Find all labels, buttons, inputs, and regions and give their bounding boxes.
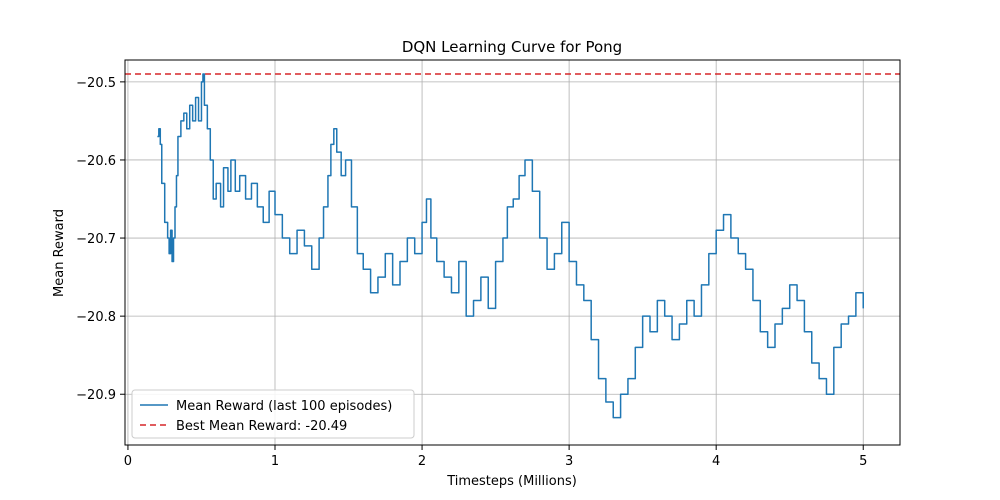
- x-tick-label: 0: [124, 454, 132, 469]
- tick-layer: 0 1 2 3 4 5 −20.5 −20.6 −20.7 −20.8 −20.9: [76, 76, 867, 469]
- mean-reward-series-line: [157, 73, 864, 419]
- y-axis-title: Mean Reward: [52, 209, 67, 297]
- y-tick-label: −20.7: [76, 232, 116, 247]
- y-tick-label: −20.9: [76, 388, 116, 403]
- legend-box: [131, 389, 415, 439]
- x-axis-title: Timesteps (Millions): [446, 474, 577, 489]
- plot-frame: [124, 59, 901, 446]
- x-tick-label: 5: [859, 454, 867, 469]
- x-tick-label: 1: [271, 454, 279, 469]
- data-layer: [125, 73, 900, 419]
- y-tick-label: −20.8: [76, 310, 116, 325]
- y-tick-label: −20.6: [76, 154, 116, 169]
- legend-label-best-reward: Best Mean Reward: -20.49: [176, 419, 347, 434]
- chart-title: DQN Learning Curve for Pong: [402, 38, 622, 56]
- x-tick-label: 3: [565, 454, 573, 469]
- x-tick-label: 4: [712, 454, 720, 469]
- legend-label-mean-reward: Mean Reward (last 100 episodes): [176, 399, 392, 414]
- legend: Mean Reward (last 100 episodes) Best Mea…: [131, 389, 415, 439]
- x-tick-label: 2: [418, 454, 426, 469]
- y-tick-label: −20.5: [76, 76, 116, 91]
